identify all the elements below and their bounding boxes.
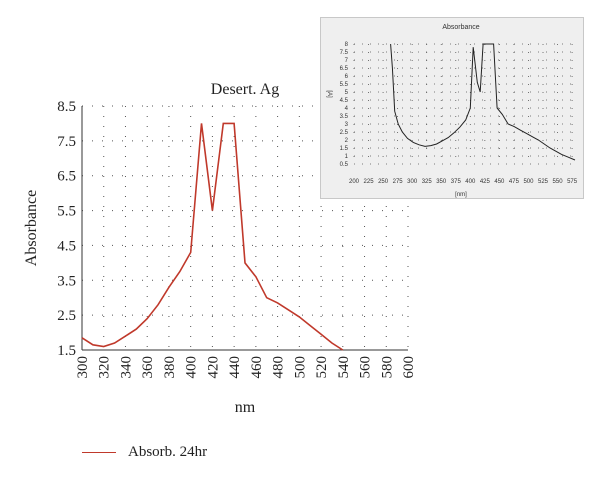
inset-y-tick-label: 3.5 — [340, 114, 349, 120]
inset-x-tick-label: 375 — [451, 179, 462, 185]
inset-chart-ylabel: [A] — [326, 90, 332, 98]
inset-x-tick-label: 450 — [494, 179, 505, 185]
inset-y-tick-label: 7 — [345, 58, 349, 64]
main-y-tick-label: 8.5 — [57, 99, 76, 115]
inset-chart: Absorbance [A] [nm] 8 7.5 7 6.5 6 5.5 5 4.5 4 3.5… — [320, 17, 584, 199]
main-y-tick-label: 6.5 — [57, 169, 76, 185]
main-y-tick-label: 4.5 — [57, 238, 76, 254]
main-chart-ticks: 1.5 2.5 3.5 4.5 5.5 6.5 7.5 8.5 300 320 340 360 380 4… — [57, 99, 417, 379]
main-chart-series — [81, 122, 344, 351]
inset-x-tick-label: 525 — [538, 179, 549, 185]
inset-x-tick-label: 275 — [393, 179, 404, 185]
inset-x-tick-label: 575 — [567, 179, 578, 185]
main-x-tick-label: 420 — [205, 356, 221, 379]
inset-x-tick-label: 475 — [509, 179, 520, 185]
inset-x-tick-label: 400 — [465, 179, 476, 185]
main-series-line — [81, 122, 344, 351]
inset-x-tick-label: 500 — [523, 179, 534, 185]
main-x-tick-label: 440 — [227, 356, 243, 379]
main-x-tick-label: 380 — [162, 356, 178, 379]
inset-y-tick-label: 6 — [345, 74, 349, 80]
main-x-tick-label: 560 — [358, 356, 374, 379]
main-x-tick-label: 320 — [97, 356, 113, 379]
inset-y-tick-label: 7.5 — [340, 50, 349, 56]
inset-x-tick-label: 425 — [480, 179, 491, 185]
main-x-tick-label: 520 — [314, 356, 330, 379]
inset-x-tick-label: 350 — [436, 179, 447, 185]
inset-y-tick-label: 3 — [345, 122, 349, 128]
inset-x-tick-label: 225 — [364, 179, 375, 185]
inset-chart-grid — [353, 43, 575, 165]
main-y-tick-label: 1.5 — [57, 343, 76, 359]
inset-x-tick-label: 325 — [422, 179, 433, 185]
main-x-tick-label: 600 — [401, 356, 417, 379]
inset-y-tick-label: 4 — [345, 106, 349, 112]
main-y-tick-label: 7.5 — [57, 134, 76, 150]
main-y-tick-label: 5.5 — [57, 204, 76, 220]
inset-series-line — [390, 43, 576, 161]
main-x-tick-label: 460 — [249, 356, 265, 379]
main-chart-ylabel: Absorbance — [23, 190, 40, 266]
inset-y-tick-label: 4.5 — [340, 98, 349, 104]
inset-y-tick-label: 5 — [345, 90, 349, 96]
main-x-tick-label: 480 — [271, 356, 287, 379]
main-x-tick-label: 340 — [118, 356, 134, 379]
inset-y-tick-label: 5.5 — [340, 82, 349, 88]
legend: Absorb. 24hr — [82, 444, 207, 461]
inset-x-tick-label: 300 — [407, 179, 418, 185]
inset-y-tick-label: 1.5 — [340, 146, 349, 152]
main-chart: Desert. Ag Absorbance nm 1.5 2.5 3.5 4.5 5.5… — [23, 81, 417, 416]
legend-label: Absorb. 24hr — [128, 444, 208, 460]
main-y-tick-label: 2.5 — [57, 308, 76, 324]
main-x-tick-label: 580 — [379, 356, 395, 379]
legend-swatch — [82, 452, 116, 453]
inset-chart-panel — [320, 17, 584, 199]
main-x-tick-label: 400 — [184, 356, 200, 379]
inset-y-tick-label: 0.5 — [340, 162, 349, 168]
main-chart-axes — [81, 106, 408, 351]
main-x-tick-label: 300 — [75, 356, 91, 379]
main-chart-title: Desert. Ag — [211, 81, 279, 98]
inset-x-tick-label: 200 — [349, 179, 360, 185]
inset-chart-ticks: 8 7.5 7 6.5 6 5.5 5 4.5 4 3.5 3 2.5 2 1.5 1 0.5 200 225 25… — [340, 42, 578, 185]
inset-chart-title: Absorbance — [442, 24, 479, 31]
main-x-tick-label: 500 — [292, 356, 308, 379]
main-x-tick-label: 360 — [140, 356, 156, 379]
main-x-tick-label: 540 — [336, 356, 352, 379]
inset-x-tick-label: 250 — [378, 179, 389, 185]
inset-y-tick-label: 8 — [345, 42, 349, 48]
inset-x-tick-label: 550 — [553, 179, 564, 185]
main-y-tick-label: 3.5 — [57, 273, 76, 289]
inset-y-tick-label: 2.5 — [340, 130, 349, 136]
inset-chart-series — [390, 43, 576, 161]
inset-chart-xlabel: [nm] — [455, 192, 467, 198]
inset-y-tick-label: 2 — [345, 138, 349, 144]
main-chart-xlabel: nm — [235, 399, 256, 416]
inset-y-tick-label: 1 — [345, 154, 349, 160]
inset-y-tick-label: 6.5 — [340, 66, 349, 72]
